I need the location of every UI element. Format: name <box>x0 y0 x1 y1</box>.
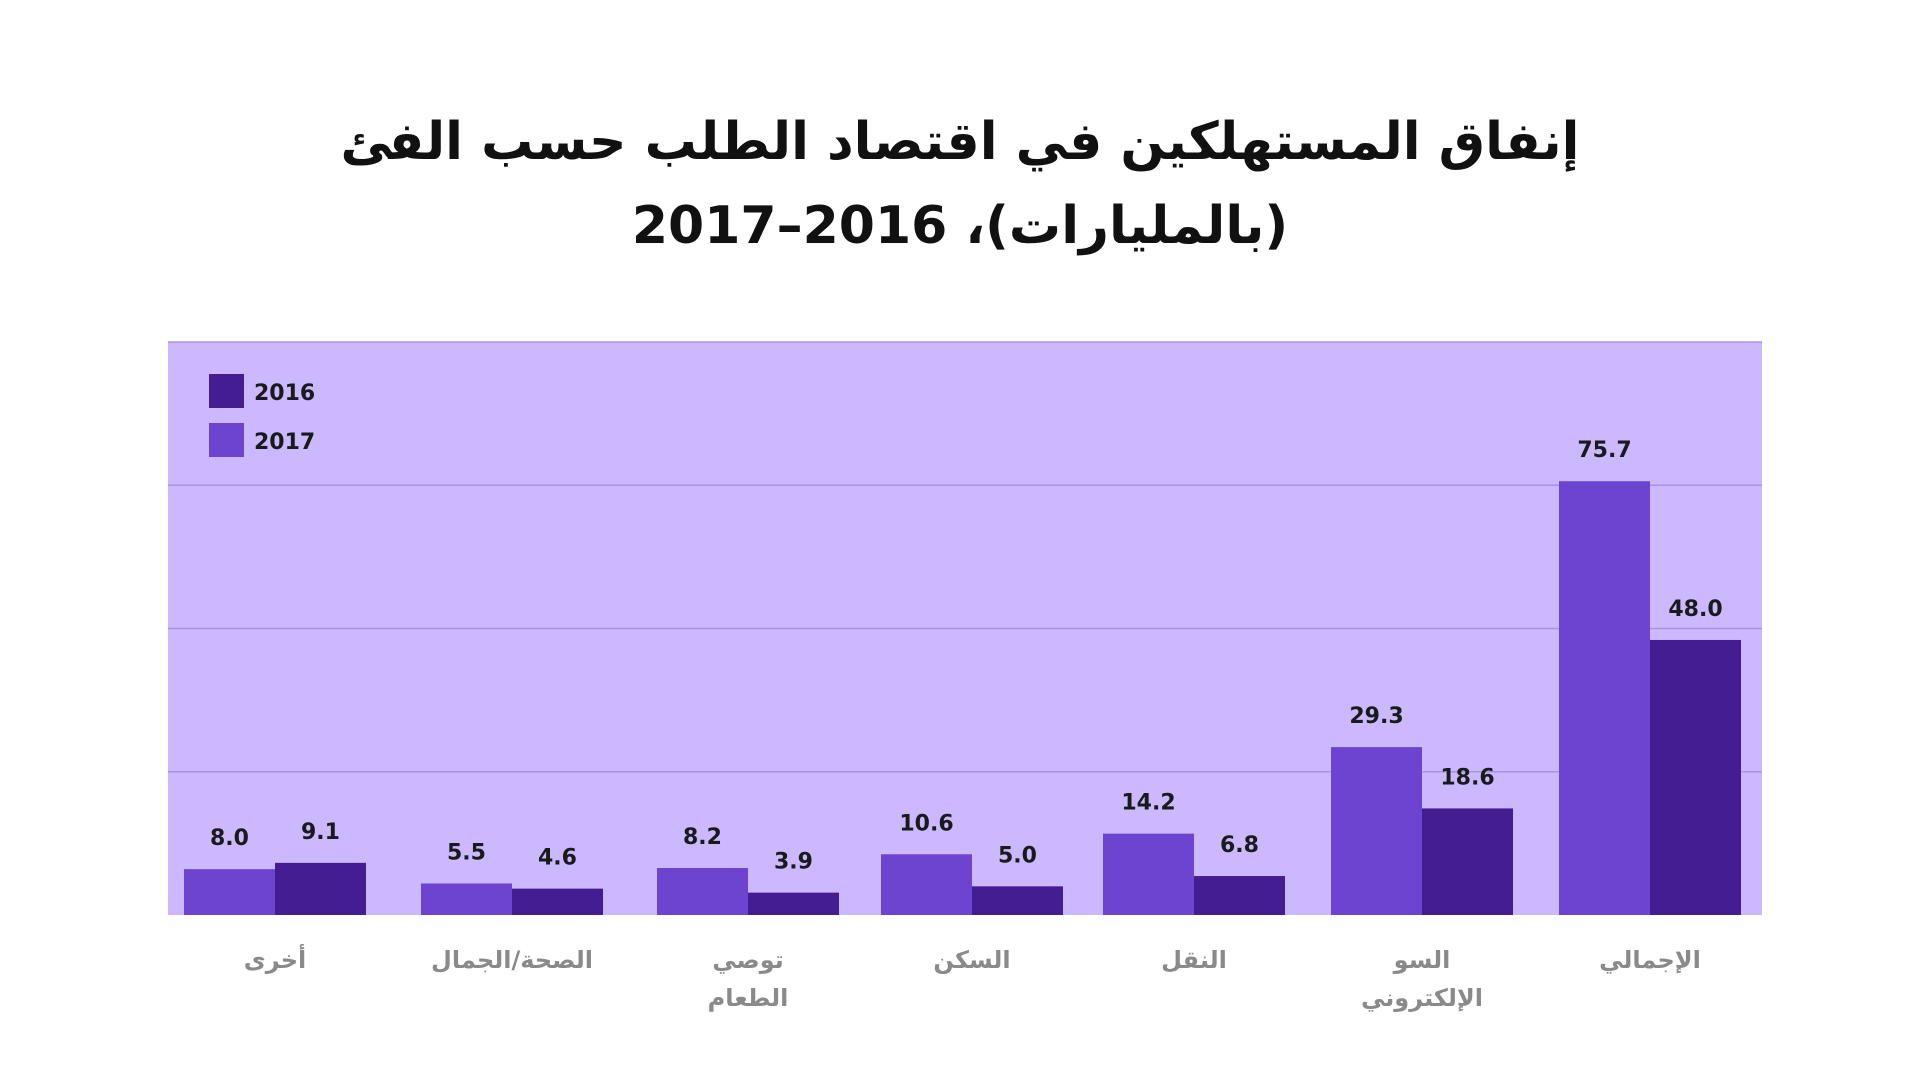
bar-2017 <box>1331 747 1422 915</box>
bar-value-label: 9.1 <box>301 820 340 845</box>
bar-2017 <box>881 854 972 915</box>
bar-2016 <box>1194 876 1285 915</box>
legend-swatch-2016 <box>209 374 244 408</box>
category-label: الإلكتروني <box>1361 984 1483 1012</box>
bar-2016 <box>512 888 603 915</box>
bar-value-label: 3.9 <box>774 850 813 875</box>
bar-value-label: 8.2 <box>683 825 722 850</box>
category-label: السو <box>1393 946 1451 974</box>
bar-value-label: 8.0 <box>210 826 249 851</box>
category-label: توصي <box>712 946 784 974</box>
bar-value-label: 18.6 <box>1440 765 1494 790</box>
chart-title: إنفاق المستهلكين في اقتصاد الطلب حسب الف… <box>0 100 1920 268</box>
bar-2017 <box>421 883 512 915</box>
bar-2016 <box>1422 808 1513 915</box>
category-label: الصحة/الجمال <box>431 946 593 974</box>
bar-value-label: 14.2 <box>1121 791 1175 816</box>
category-label: الإجمالي <box>1599 946 1701 974</box>
category-label: السكن <box>933 946 1010 974</box>
chart-title-line-1: إنفاق المستهلكين في اقتصاد الطلب حسب الف… <box>340 112 1580 172</box>
bar-2016 <box>275 862 366 915</box>
bar-value-label: 75.7 <box>1577 438 1631 463</box>
bar-value-label: 5.0 <box>998 843 1037 868</box>
legend-swatch-2017 <box>209 423 244 457</box>
bar-value-label: 29.3 <box>1349 704 1403 729</box>
category-label: النقل <box>1161 946 1227 974</box>
bar-value-label: 4.6 <box>538 846 577 871</box>
bar-2017 <box>657 868 748 915</box>
category-label: الطعام <box>708 984 789 1012</box>
bar-2017 <box>1559 481 1650 915</box>
bar-2016 <box>1650 639 1741 915</box>
bar-value-label: 48.0 <box>1668 597 1722 622</box>
bar-value-label: 5.5 <box>447 840 486 865</box>
category-label: أخرى <box>244 944 306 974</box>
legend-label-2017: 2017 <box>254 430 315 455</box>
chart-title-line-2: (بالمليارات)، 2016–2017 <box>631 196 1289 256</box>
bar-2016 <box>748 892 839 915</box>
legend-label-2016: 2016 <box>254 381 315 406</box>
bar-2017 <box>184 869 275 915</box>
bar-2017 <box>1103 833 1194 915</box>
bar-value-label: 10.6 <box>899 811 953 836</box>
bar-2016 <box>972 886 1063 915</box>
bar-value-label: 6.8 <box>1220 833 1259 858</box>
